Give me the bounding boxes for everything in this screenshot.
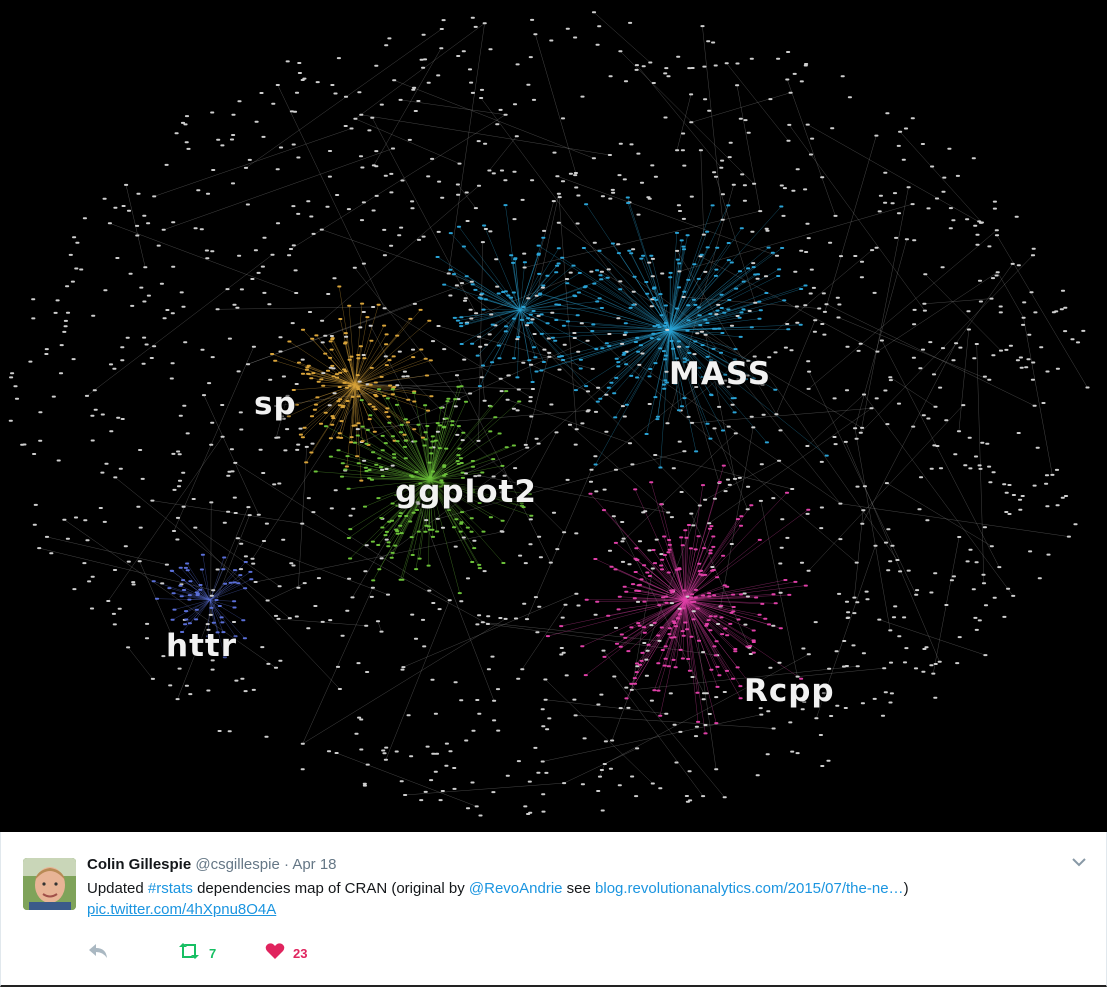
avatar[interactable] <box>23 858 76 910</box>
hashtag-link[interactable]: #rstats <box>147 880 193 897</box>
retweet-icon <box>177 942 201 965</box>
tweet-date[interactable]: Apr 18 <box>292 856 337 873</box>
author-handle[interactable]: @csgillespie <box>195 856 280 873</box>
dependency-network-graph <box>8 11 1090 817</box>
tweet-text: Updated #rstats dependencies map of CRAN… <box>87 878 1077 920</box>
retweet-count: 7 <box>209 945 217 961</box>
cluster-nodes <box>151 553 254 659</box>
label-ggplot2: ggplot2 <box>395 474 537 510</box>
retweet-button[interactable]: 7 <box>177 940 216 966</box>
cluster-edges <box>547 465 809 734</box>
reply-icon <box>87 942 109 965</box>
neutral-edges <box>39 12 1088 807</box>
label-httr: httr <box>166 628 237 664</box>
label-sp: sp <box>254 386 297 422</box>
header-separator: · <box>283 856 289 873</box>
heart-icon <box>265 942 285 965</box>
pic-link[interactable]: pic.twitter.com/4hXpnu8O4A <box>87 901 277 918</box>
cluster-edges <box>437 197 827 468</box>
text-suffix: ) <box>903 880 909 897</box>
network-edges <box>39 12 1088 807</box>
label-mass: MASS <box>669 356 772 392</box>
tweet-header: Colin Gillespie @csgillespie · Apr 18 <box>87 856 337 874</box>
text-see: see <box>562 880 596 897</box>
like-count: 23 <box>293 945 308 961</box>
cluster-nodes <box>313 385 534 595</box>
network-image[interactable]: sp ggplot2 MASS httr Rcpp <box>0 0 1107 832</box>
network-nodes <box>8 11 1090 817</box>
text-prefix: Updated <box>87 880 148 897</box>
author-name[interactable]: Colin Gillespie <box>87 856 192 873</box>
like-button[interactable]: 23 <box>265 940 307 966</box>
text-middle: dependencies map of CRAN (original by <box>192 880 469 897</box>
reply-button[interactable] <box>87 940 109 966</box>
url-link[interactable]: blog.revolutionanalytics.com/2015/07/the… <box>595 880 904 897</box>
label-rcpp: Rcpp <box>744 673 835 709</box>
cluster-nodes <box>270 285 434 482</box>
tweet-card: Colin Gillespie @csgillespie · Apr 18 Up… <box>0 832 1107 987</box>
cluster-nodes <box>435 196 829 469</box>
cluster-edges <box>271 286 432 481</box>
mention-link[interactable]: @RevoAndrie <box>468 880 563 897</box>
cluster-nodes <box>8 11 1090 817</box>
chevron-down-icon[interactable] <box>1072 854 1086 872</box>
cluster-nodes <box>545 464 811 735</box>
